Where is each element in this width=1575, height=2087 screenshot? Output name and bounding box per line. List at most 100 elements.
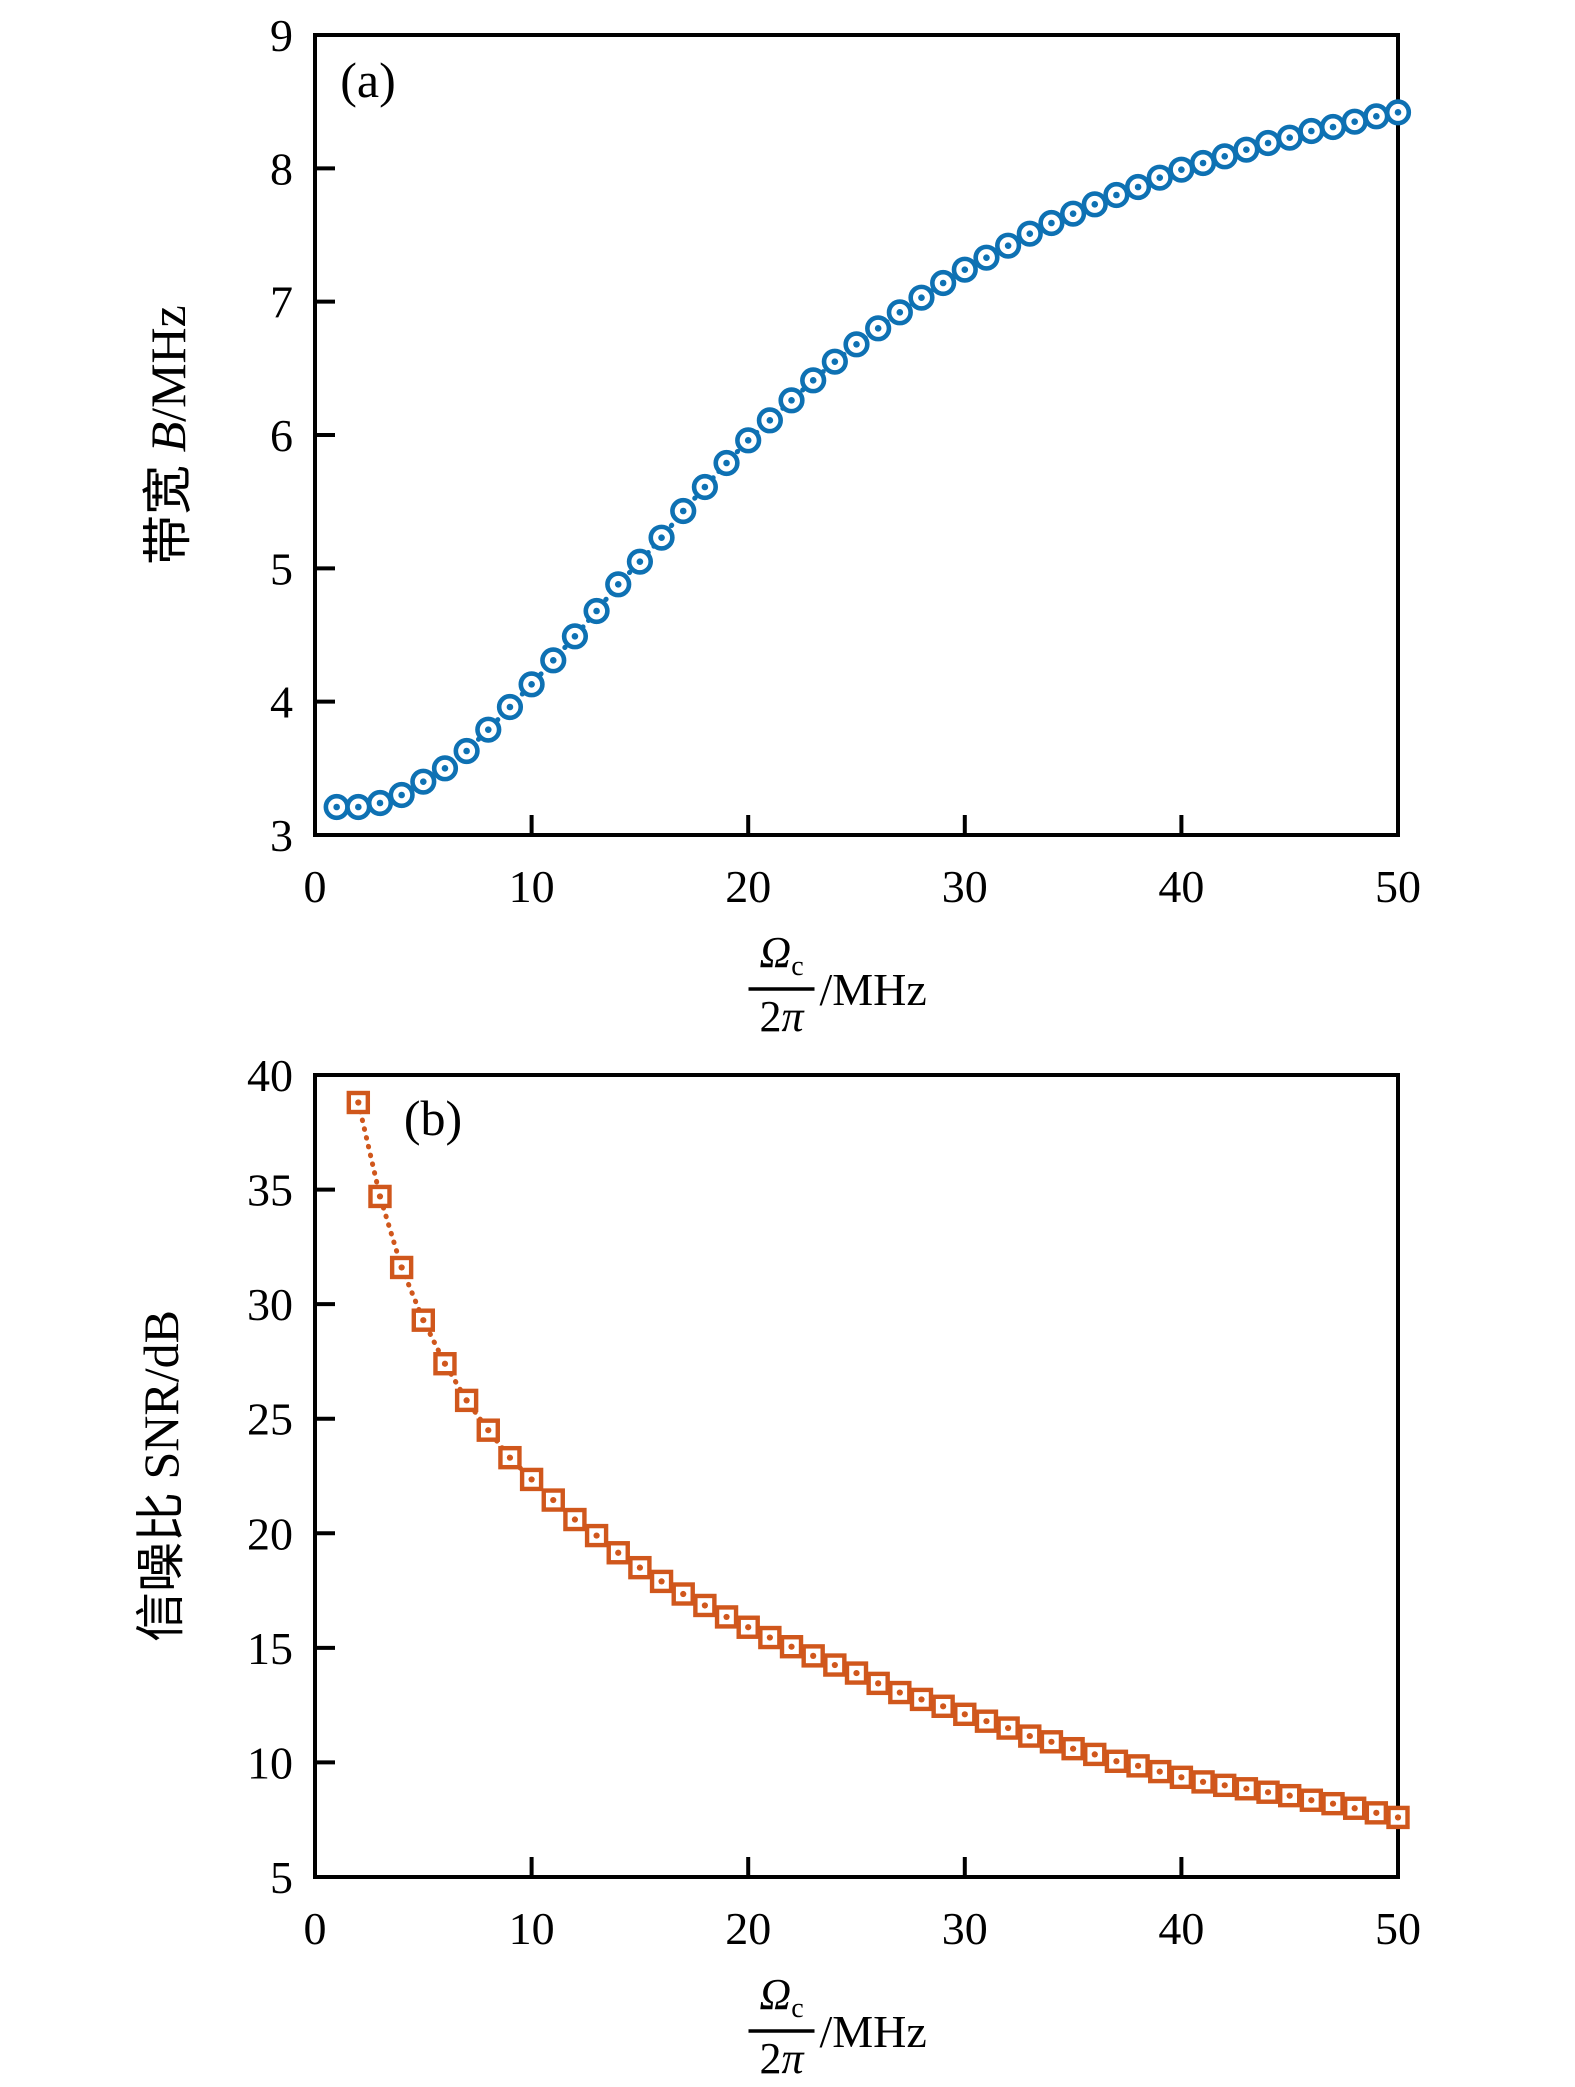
data-point-center-dot bbox=[875, 1680, 882, 1687]
data-point-center-dot bbox=[1394, 1814, 1402, 1821]
panel-tag-a: (a) bbox=[340, 52, 396, 108]
data-point-center-dot bbox=[918, 294, 925, 301]
data-point-center-dot bbox=[1286, 1792, 1293, 1799]
data-point-center-dot bbox=[679, 507, 687, 515]
x-tick-label: 40 bbox=[1158, 861, 1204, 912]
data-point-center-dot bbox=[744, 437, 752, 444]
data-point-center-dot bbox=[939, 279, 947, 287]
data-point-center-dot bbox=[1373, 113, 1380, 120]
y-tick-label: 4 bbox=[270, 677, 293, 728]
data-point-center-dot bbox=[680, 1590, 687, 1598]
x-tick-label: 20 bbox=[725, 1903, 771, 1954]
data-point-center-dot bbox=[766, 417, 774, 424]
x-tick-label: 50 bbox=[1375, 861, 1421, 912]
data-point-center-dot bbox=[420, 1317, 427, 1324]
data-point-center-dot bbox=[420, 778, 427, 785]
data-point-center-dot bbox=[1351, 118, 1358, 125]
data-point-center-dot bbox=[571, 1516, 579, 1523]
x-tick-label: 50 bbox=[1375, 1903, 1421, 1954]
data-point-center-dot bbox=[376, 1193, 384, 1200]
data-point-center-dot bbox=[1221, 1782, 1228, 1789]
data-point-center-dot bbox=[983, 254, 990, 261]
x-axis-label-a: Ωc 2π/MHz bbox=[748, 928, 927, 1041]
data-point-center-dot bbox=[1308, 127, 1315, 135]
data-point-center-dot bbox=[571, 633, 579, 640]
data-point-center-dot bbox=[528, 681, 535, 688]
data-point-center-dot bbox=[1264, 139, 1272, 147]
y-tick-label: 7 bbox=[270, 277, 293, 328]
data-point-center-dot bbox=[983, 1718, 990, 1725]
data-point-center-dot bbox=[1178, 1774, 1185, 1781]
data-point-center-dot bbox=[1199, 1778, 1207, 1786]
data-point-center-dot bbox=[528, 1476, 535, 1483]
data-point-center-dot bbox=[1070, 1745, 1077, 1752]
data-point-center-dot bbox=[1004, 242, 1012, 249]
panel-a: 0 10 20 30 40 50 3 4 5 6 7 8 9 (a) 带宽 B/MHz Ωc 2π/MHz bbox=[140, 10, 1421, 1041]
data-point-center-dot bbox=[485, 1427, 492, 1434]
data-point-center-dot bbox=[1243, 146, 1250, 153]
data-point-center-dot bbox=[701, 1602, 708, 1609]
data-point-center-dot bbox=[355, 803, 362, 811]
data-point-center-dot bbox=[615, 1549, 622, 1556]
data-point-center-dot bbox=[1134, 1762, 1142, 1769]
data-point-center-dot bbox=[398, 1264, 405, 1271]
data-point-center-dot bbox=[1069, 210, 1077, 217]
data-point-center-dot bbox=[441, 765, 449, 772]
data-point-center-dot bbox=[1373, 1809, 1380, 1816]
data-point-center-dot bbox=[550, 1496, 557, 1504]
data-point-center-dot bbox=[1178, 166, 1185, 173]
data-point-center-dot bbox=[506, 703, 514, 711]
x-label-denominator: 2π bbox=[759, 992, 805, 1041]
data-point-center-dot bbox=[1134, 183, 1142, 191]
axes-frame-a bbox=[313, 33, 1400, 837]
x-axis-label-b: Ωc 2π/MHz bbox=[748, 1970, 927, 2083]
x-tick-label: 20 bbox=[725, 861, 771, 912]
data-point-center-dot bbox=[463, 1397, 470, 1404]
y-tick-label: 5 bbox=[270, 543, 293, 594]
axes-frame-b bbox=[313, 1073, 1400, 1879]
data-point-center-dot bbox=[658, 534, 665, 541]
data-point-center-dot bbox=[961, 266, 969, 273]
y-tick-label: 15 bbox=[247, 1623, 293, 1674]
data-point-center-dot bbox=[1091, 201, 1099, 208]
data-point-center-dot bbox=[1156, 174, 1164, 181]
y-tick-label: 6 bbox=[270, 410, 293, 461]
y-tick-label: 25 bbox=[247, 1394, 293, 1445]
data-point-center-dot bbox=[658, 1578, 665, 1585]
x-tick-label: 30 bbox=[942, 1903, 988, 1954]
y-tick-label: 8 bbox=[270, 143, 293, 194]
data-point-center-dot bbox=[614, 581, 622, 588]
data-point-center-dot bbox=[1026, 1732, 1033, 1740]
y-tick-label: 35 bbox=[247, 1165, 293, 1216]
y-axis-label-b: 信噪比 SNR/dB bbox=[133, 1310, 189, 1642]
data-point-center-dot bbox=[549, 657, 557, 664]
data-point-center-dot bbox=[593, 607, 600, 615]
data-point-center-dot bbox=[355, 1099, 362, 1106]
data-point-center-dot bbox=[1264, 1789, 1272, 1796]
data-point-center-dot bbox=[1286, 134, 1293, 141]
data-point-center-dot bbox=[1308, 1797, 1315, 1804]
data-point-center-dot bbox=[853, 341, 860, 348]
data-point-center-dot bbox=[788, 397, 795, 404]
data-point-center-dot bbox=[1199, 159, 1207, 167]
data-point-center-dot bbox=[1156, 1768, 1163, 1775]
x-tick-label: 30 bbox=[942, 861, 988, 912]
panel-b: 0 10 20 30 40 50 5 10 15 20 25 30 35 40 (b) 信噪比 SNR/dB Ω… bbox=[133, 1050, 1421, 2083]
data-point-center-dot bbox=[1091, 1751, 1098, 1758]
data-point-center-dot bbox=[484, 726, 492, 733]
data-point-center-dot bbox=[1351, 1805, 1358, 1812]
data-point-center-dot bbox=[745, 1624, 752, 1631]
data-point-center-dot bbox=[788, 1643, 795, 1650]
y-tick-label: 40 bbox=[247, 1050, 293, 1101]
data-point-center-dot bbox=[593, 1532, 600, 1539]
data-point-center-dot bbox=[809, 377, 817, 384]
data-point-center-dot bbox=[1048, 219, 1055, 227]
data-point-center-dot bbox=[398, 791, 405, 799]
data-point-center-dot bbox=[1329, 123, 1337, 131]
data-point-center-dot bbox=[723, 1613, 730, 1621]
data-point-center-dot bbox=[333, 803, 340, 811]
y-axis-label-a: 带宽 B/MHz bbox=[140, 305, 196, 565]
x-label-numerator: Ωc bbox=[759, 928, 803, 982]
